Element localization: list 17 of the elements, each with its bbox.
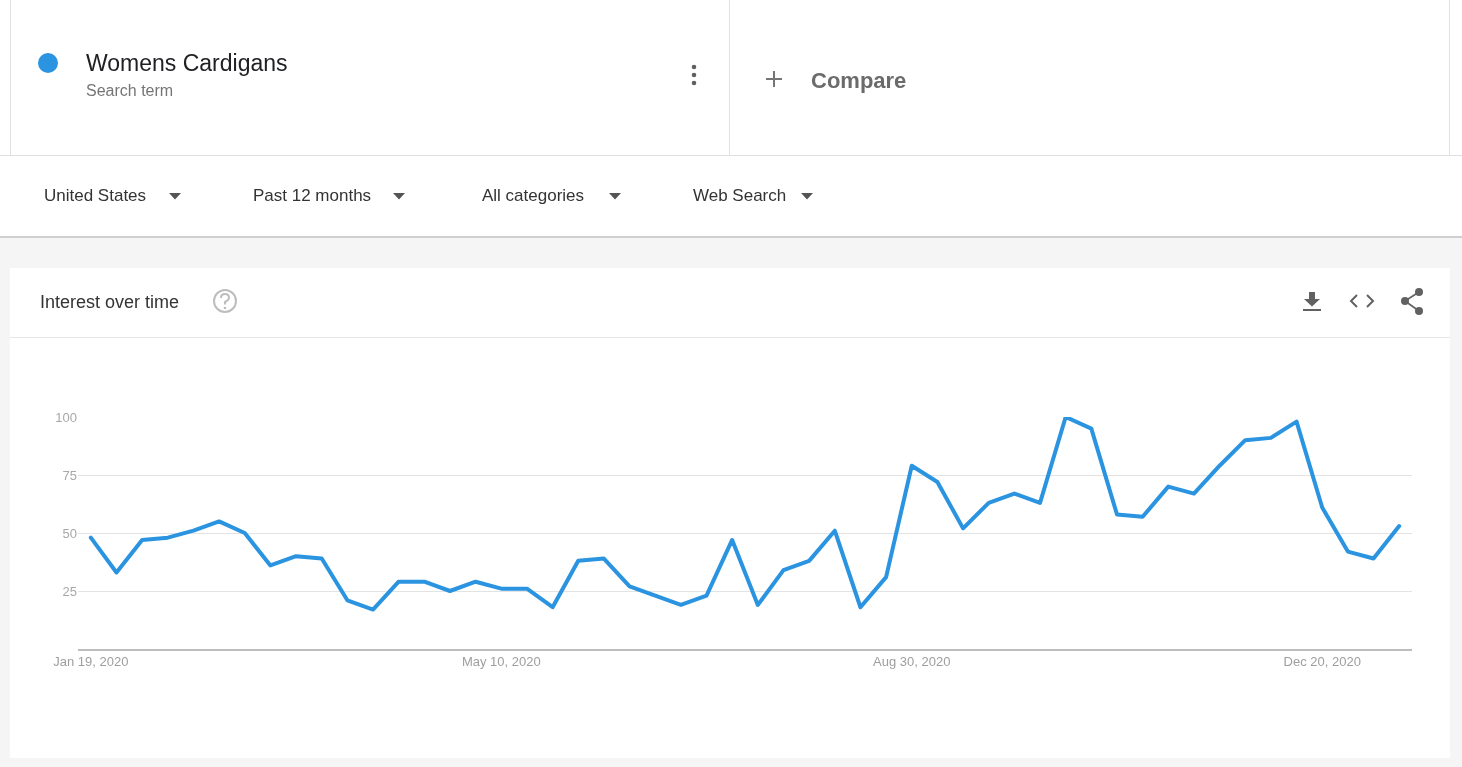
- x-tick-label: May 10, 2020: [461, 654, 541, 670]
- text: All categories: [482, 186, 585, 205]
- x-tick-label: Jan 19, 2020: [53, 654, 129, 670]
- y-tick-label: 50: [62, 525, 77, 541]
- text: Past 12 months: [253, 186, 372, 205]
- y-tick-label: 25: [62, 583, 77, 599]
- y-tick-label: 100: [55, 409, 77, 425]
- chart-title: Interest over time: [40, 292, 180, 313]
- y-tick-label: 75: [62, 467, 77, 483]
- line-series: [88, 417, 1402, 612]
- text: Compare: [811, 68, 907, 93]
- x-tick-label: Dec 20, 2020: [1283, 654, 1361, 670]
- text: United States: [44, 186, 147, 205]
- x-tick-label: Aug 30, 2020: [873, 654, 951, 670]
- text: Web Search: [693, 186, 787, 205]
- text: Search term: [86, 82, 174, 99]
- legend-label: Womens Cardigans: [86, 50, 288, 76]
